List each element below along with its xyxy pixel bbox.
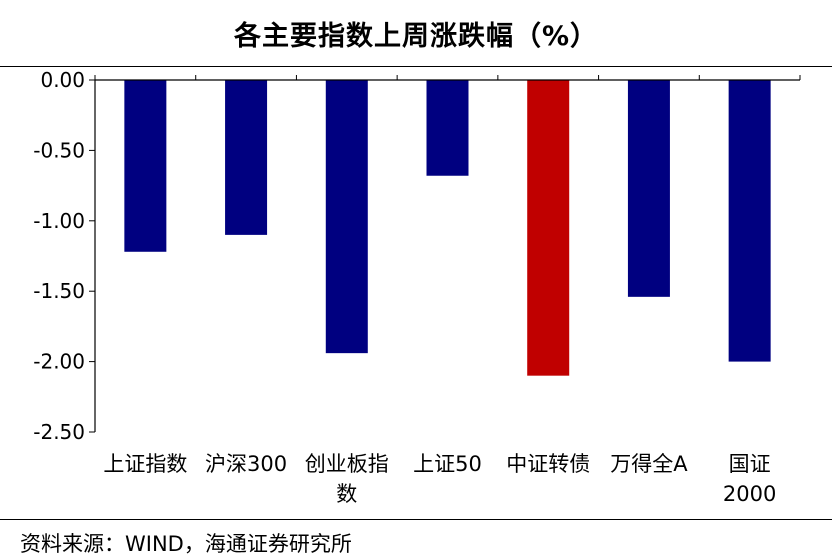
y-tick-label: -0.50	[33, 138, 85, 162]
bar-4	[426, 80, 469, 176]
source-note: 资料来源：WIND，海通证券研究所	[20, 532, 352, 556]
y-ticks-group: 0.00 -0.50 -1.00 -1.50 -2.00 -2.50	[33, 68, 95, 444]
bar-chart: 0.00 -0.50 -1.00 -1.50 -2.00 -2.50 上证指数 沪深300 创…	[33, 68, 801, 506]
bar-6	[627, 80, 670, 297]
category-label: 万得全A	[610, 452, 688, 476]
title-divider	[0, 66, 832, 67]
bars-group	[124, 80, 771, 376]
bar-5	[527, 80, 570, 376]
category-label: 创业板指数	[305, 452, 389, 506]
bar-3	[325, 80, 368, 354]
y-tick-label: 0.00	[40, 68, 85, 92]
category-label: 上证50	[413, 452, 482, 476]
category-label: 沪深300	[205, 452, 287, 476]
y-tick-label: -1.00	[33, 209, 85, 233]
y-tick-label: -2.00	[33, 350, 85, 374]
y-tick-label: -1.50	[33, 279, 85, 303]
bar-7	[728, 80, 771, 362]
source-divider	[0, 519, 832, 520]
category-label: 上证指数	[103, 452, 187, 476]
y-tick-label: -2.50	[33, 420, 85, 444]
category-label: 中证转债	[506, 452, 590, 476]
category-label: 国证 2000	[723, 452, 776, 506]
bar-1	[124, 80, 167, 252]
chart-title: 各主要指数上周涨跌幅（%）	[233, 21, 599, 52]
axes-group	[94, 75, 801, 432]
bar-2	[225, 80, 268, 235]
